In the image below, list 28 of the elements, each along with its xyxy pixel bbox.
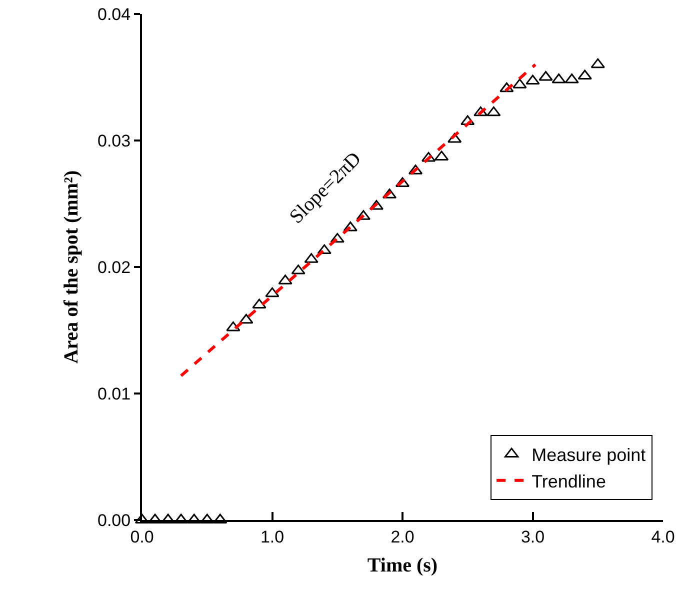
x-tick-label: 1.0 [260,527,284,546]
x-tick-label: 3.0 [520,527,545,546]
x-tick-label: 2.0 [390,527,414,546]
y-axis-title: Area of the spot (mm²) [60,170,83,364]
point [486,106,501,116]
point [448,132,462,143]
y-tick-label: 0.02 [98,258,131,277]
y-tick-label: 0.01 [98,384,131,404]
point [330,232,344,243]
y-tick-label: 0.00 [98,510,131,530]
legend-label: Trendline [532,471,606,492]
point [265,287,280,298]
point [460,115,475,126]
y-tick-label: 0.04 [98,4,131,24]
point [526,74,540,85]
x-tick-label: 0.0 [130,527,154,546]
y-tick-label: 0.03 [98,131,131,150]
point [317,244,332,254]
point [590,58,605,68]
x-tick-label: 4.0 [651,527,675,546]
point [500,82,514,92]
point [474,106,488,116]
point [239,314,254,324]
point [395,177,410,188]
point [421,152,436,162]
point [226,321,240,332]
legend-label: Measure point [532,444,646,465]
x-axis-title: Time (s) [367,554,438,576]
